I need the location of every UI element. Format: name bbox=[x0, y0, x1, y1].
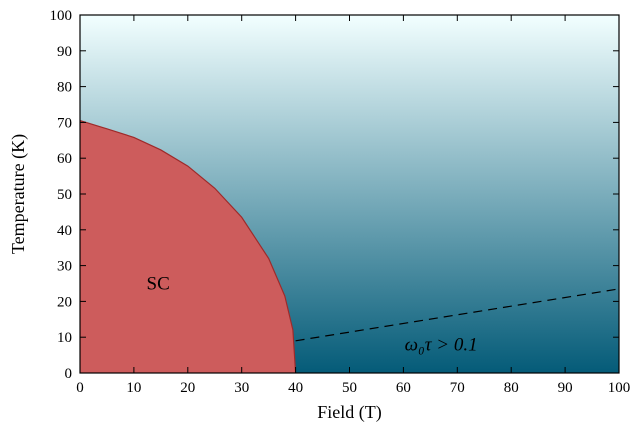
x-tick-label: 10 bbox=[126, 380, 141, 396]
sc-region-label: SC bbox=[147, 274, 170, 295]
y-tick-label: 20 bbox=[57, 294, 72, 310]
y-tick-label: 60 bbox=[57, 151, 72, 167]
x-tick-label: 20 bbox=[180, 380, 195, 396]
y-tick-label: 80 bbox=[57, 80, 72, 96]
x-tick-label: 100 bbox=[608, 380, 631, 396]
y-tick-label: 40 bbox=[57, 223, 72, 239]
y-tick-label: 0 bbox=[65, 366, 73, 382]
y-tick-label: 70 bbox=[57, 115, 72, 131]
x-axis-label: Field (T) bbox=[317, 402, 382, 423]
y-tick-label: 30 bbox=[57, 259, 72, 275]
x-tick-label: 40 bbox=[288, 380, 303, 396]
y-tick-label: 10 bbox=[57, 330, 72, 346]
x-tick-label: 70 bbox=[450, 380, 465, 396]
sc-boundary-line bbox=[79, 120, 297, 374]
x-tick-label: 50 bbox=[342, 380, 357, 396]
x-tick-label: 80 bbox=[504, 380, 519, 396]
y-tick-label: 100 bbox=[50, 8, 73, 24]
crossover-dashed-line bbox=[295, 288, 620, 342]
y-tick-label: 90 bbox=[57, 44, 72, 60]
x-tick-label: 60 bbox=[396, 380, 411, 396]
sc-region bbox=[80, 120, 296, 373]
x-tick-label: 30 bbox=[234, 380, 249, 396]
x-tick-label: 0 bbox=[76, 380, 84, 396]
condition-annotation: ω₀τ > 0.1 bbox=[405, 334, 478, 355]
y-tick-label: 50 bbox=[57, 187, 72, 203]
y-axis-label: Temperature (K) bbox=[8, 134, 29, 254]
x-tick-label: 90 bbox=[558, 380, 573, 396]
